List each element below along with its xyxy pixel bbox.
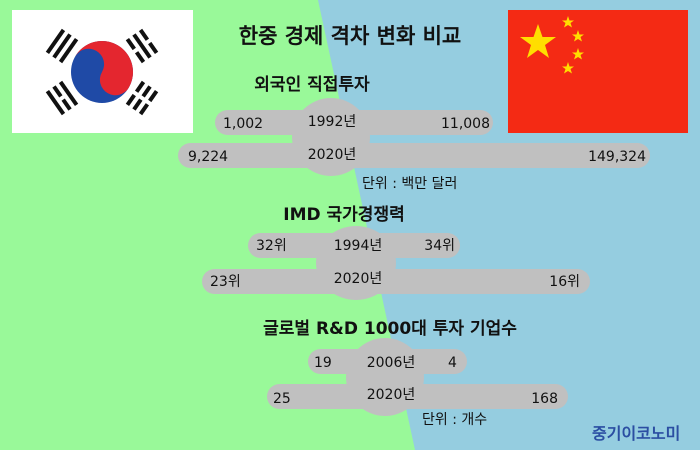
bar-imd-1994 [248,233,460,258]
unit-label: 단위 : 개수 [422,412,488,428]
year-label: 1992년 [307,114,357,130]
section-title-rnd: 글로벌 R&D 1000대 투자 기업수 [263,319,517,339]
china-value: 16위 [549,274,580,290]
china-value: 149,324 [588,149,646,165]
china-value: 168 [531,391,558,407]
china-value: 34위 [424,238,455,254]
china-value: 11,008 [441,116,490,132]
unit-label: 단위 : 백만 달러 [362,176,458,192]
bar-rnd-2006 [308,349,467,374]
korea-value: 19 [314,355,332,371]
china-value: 4 [448,355,457,371]
bar-rnd-2020 [267,384,568,409]
korea-flag [12,10,193,133]
korea-value: 9,224 [188,149,229,165]
year-label: 2006년 [366,355,416,371]
korea-value: 25 [273,391,291,407]
year-label: 2020년 [307,147,357,163]
year-label: 2020년 [366,387,416,403]
year-label: 2020년 [333,271,383,287]
china-flag [508,10,688,133]
korea-value: 23위 [210,274,241,290]
section-title-imd: IMD 국가경쟁력 [283,205,405,225]
korea-value: 1,002 [223,116,264,132]
korea-value: 32위 [256,238,287,254]
bar-imd-2020 [202,269,590,294]
section-title-fdi: 외국인 직접투자 [254,75,370,95]
brand-logo: 중기이코노미 [592,424,681,443]
page-title: 한중 경제 격차 변화 비교 [238,24,462,48]
bar-fdi-2020 [178,143,650,168]
bar-fdi-1992 [215,110,493,135]
year-label: 1994년 [333,238,383,254]
